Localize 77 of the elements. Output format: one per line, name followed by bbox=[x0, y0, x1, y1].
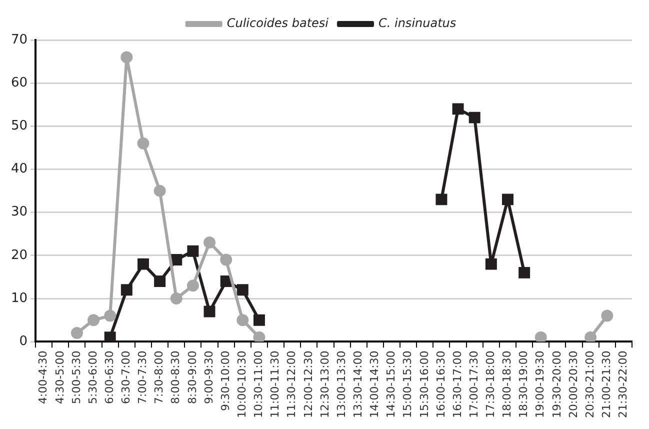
point bbox=[452, 103, 464, 115]
x-tick-label: 15:00-15:30 bbox=[401, 350, 414, 418]
point bbox=[88, 314, 100, 326]
point bbox=[253, 314, 265, 326]
point bbox=[70, 327, 83, 340]
point bbox=[204, 306, 216, 318]
x-tick-label: 15:30-16:00 bbox=[418, 350, 431, 418]
x-tick-label: 6:00-6:30 bbox=[102, 350, 116, 404]
y-tick-label: 40 bbox=[10, 162, 28, 177]
point bbox=[187, 245, 199, 257]
x-tick-label: 12:00-12:30 bbox=[302, 350, 315, 418]
point bbox=[186, 280, 199, 292]
x-tick-label: 19:00-19:30 bbox=[534, 350, 547, 418]
x-tick-label: 17:30-18:00 bbox=[484, 350, 498, 418]
x-tick-label: 5:30-6:00 bbox=[86, 350, 100, 404]
point bbox=[220, 276, 232, 288]
point bbox=[468, 112, 480, 124]
x-tick-label: 21:00-21:30 bbox=[600, 350, 614, 418]
point bbox=[120, 51, 133, 64]
x-tick-label: 4:30-5:00 bbox=[53, 350, 66, 404]
x-tick-label: 14:30-15:00 bbox=[384, 350, 398, 418]
point bbox=[137, 258, 149, 270]
x-tick-label: 7:00-7:30 bbox=[136, 350, 150, 404]
x-tick-label: 19:30-20:00 bbox=[550, 350, 564, 418]
x-tick-label: 11:30-12:00 bbox=[285, 350, 298, 418]
x-tick-label: 13:30-14:00 bbox=[351, 350, 364, 418]
point bbox=[236, 314, 249, 326]
point bbox=[170, 292, 182, 305]
point bbox=[104, 310, 116, 322]
x-tick-label: 14:00-14:30 bbox=[368, 350, 382, 418]
x-tick-label: 21:30-22:00 bbox=[616, 350, 630, 418]
x-tick-label: 6:30-7:00 bbox=[120, 350, 133, 404]
point bbox=[104, 332, 116, 342]
point bbox=[253, 331, 266, 342]
y-tick-label: 20 bbox=[10, 248, 28, 263]
y-tick-label: 50 bbox=[10, 118, 28, 134]
x-tick-label: 10:00-10:30 bbox=[236, 350, 249, 418]
x-tick-label: 8:00-8:30 bbox=[169, 350, 182, 404]
x-tick-label: 9:00-9:30 bbox=[202, 350, 216, 404]
x-tick-label: 18:30-19:00 bbox=[517, 350, 530, 418]
x-tick-label: 16:30-17:00 bbox=[450, 350, 464, 418]
point bbox=[502, 194, 514, 206]
x-tick-label: 8:30-9:00 bbox=[186, 350, 199, 404]
legend-label: C. insinuatus bbox=[378, 16, 456, 30]
x-tick-label: 4:00-4:30 bbox=[36, 350, 50, 404]
y-tick-label: 30 bbox=[10, 204, 28, 220]
point bbox=[220, 254, 232, 266]
y-tick-label: 10 bbox=[10, 290, 28, 306]
point bbox=[534, 331, 547, 342]
x-tick-label: 11:00-11:30 bbox=[268, 350, 282, 418]
x-tick-label: 20:30-21:00 bbox=[583, 350, 596, 418]
point bbox=[154, 184, 166, 197]
point bbox=[485, 258, 497, 270]
x-tick-label: 7:30-8:00 bbox=[152, 350, 166, 404]
point bbox=[601, 310, 614, 322]
y-tick-label: 0 bbox=[19, 334, 28, 350]
point bbox=[518, 266, 530, 278]
x-tick-label: 20:00-20:30 bbox=[566, 350, 580, 418]
y-tick-label: 70 bbox=[10, 32, 28, 48]
point bbox=[120, 284, 132, 296]
legend-label: Culicoides batesi bbox=[226, 16, 330, 30]
point bbox=[236, 284, 248, 296]
x-tick-label: 5:00-5:30 bbox=[70, 350, 83, 404]
y-tick-label: 60 bbox=[10, 75, 28, 90]
x-tick-label: 9:30-10:00 bbox=[218, 350, 232, 412]
x-tick-label: 12:30-13:00 bbox=[318, 350, 332, 418]
point bbox=[154, 276, 166, 288]
point bbox=[170, 254, 182, 266]
point bbox=[436, 194, 448, 206]
x-tick-label: 17:00-17:30 bbox=[467, 350, 480, 418]
x-tick-label: 10:30-11:00 bbox=[252, 350, 266, 418]
x-tick-label: 18:00-18:30 bbox=[500, 350, 514, 418]
point bbox=[584, 331, 597, 342]
point bbox=[204, 236, 216, 249]
point bbox=[137, 137, 150, 150]
x-tick-label: 16:00-16:30 bbox=[434, 350, 448, 418]
x-tick-label: 13:00-13:30 bbox=[334, 350, 348, 418]
